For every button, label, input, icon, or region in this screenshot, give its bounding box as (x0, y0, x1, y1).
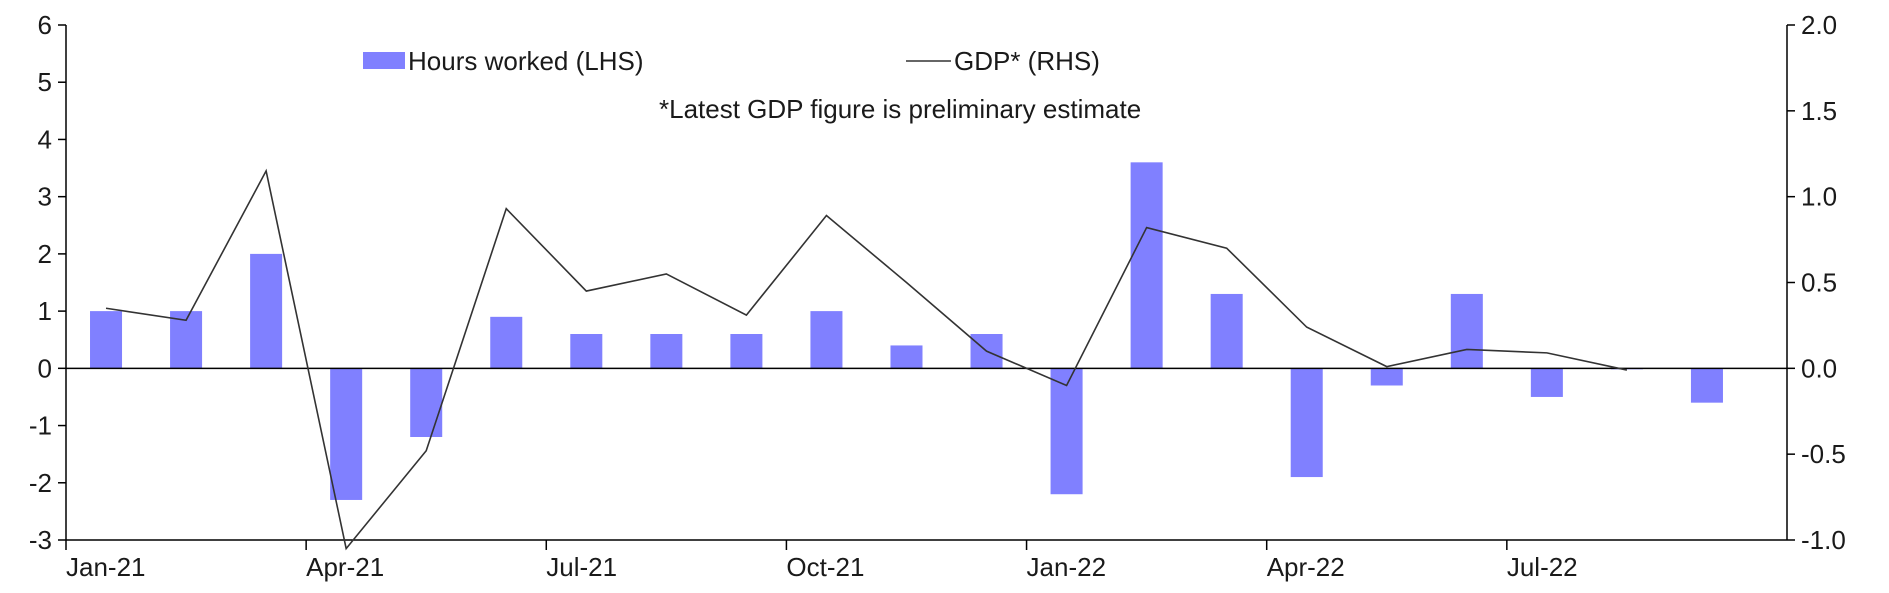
legend: Hours worked (LHS) GDP* (RHS) (363, 46, 1100, 76)
bar-Nov-21 (890, 345, 923, 369)
bar-Jan-21 (90, 311, 123, 369)
left-tick-label: 3 (38, 182, 52, 212)
bar-Jan-22 (1050, 368, 1083, 495)
left-tick-label: -2 (29, 468, 52, 498)
annotation-note: *Latest GDP figure is preliminary estima… (659, 94, 1141, 124)
left-tick-label: 4 (38, 124, 52, 154)
line-series-gdp (105, 168, 1628, 551)
gdp-line (105, 168, 1628, 551)
bar-Apr-22 (1290, 368, 1323, 478)
x-tick-label: Jul-21 (546, 552, 617, 582)
bar-May-22 (1370, 368, 1403, 386)
x-tick-label: Jan-21 (66, 552, 146, 582)
legend-bar-label: Hours worked (LHS) (408, 46, 644, 76)
bar-Jul-22 (1530, 368, 1563, 397)
right-tick-label: 1.5 (1801, 96, 1837, 126)
x-tick-label: Apr-22 (1267, 552, 1345, 582)
left-tick-label: 6 (38, 10, 52, 40)
tick-labels: 6 5 4 3 2 1 0 -1 -2 -3 2.0 1.5 1.0 0.5 0.0 -0.5 -1.0 Jan-… (29, 10, 1846, 582)
bar-Jun-21 (490, 316, 523, 369)
bar-Mar-21 (250, 253, 283, 369)
left-tick-label: 0 (38, 353, 52, 383)
x-tick-label: Oct-21 (786, 552, 864, 582)
bar-Apr-21 (330, 368, 363, 500)
left-tick-label: 1 (38, 296, 52, 326)
legend-bar-swatch (363, 52, 405, 69)
left-tick-label: -3 (29, 525, 52, 555)
x-tick-label: Jul-22 (1507, 552, 1578, 582)
left-tick-label: 5 (38, 67, 52, 97)
right-tick-label: 0.0 (1801, 353, 1837, 383)
right-tick-label: 2.0 (1801, 10, 1837, 40)
bar-Sep-22 (1690, 368, 1723, 403)
bar-Aug-21 (650, 334, 683, 369)
right-tick-label: 0.5 (1801, 268, 1837, 298)
bar-series-hours-worked (90, 162, 1723, 500)
left-tick-label: -1 (29, 411, 52, 441)
bar-Feb-22 (1130, 162, 1163, 369)
bar-May-21 (410, 368, 443, 437)
bar-Jul-21 (570, 334, 603, 369)
bar-Sep-21 (730, 334, 763, 369)
legend-line-label: GDP* (RHS) (954, 46, 1100, 76)
x-tick-label: Apr-21 (306, 552, 384, 582)
right-tick-label: -1.0 (1801, 525, 1846, 555)
bar-Mar-22 (1210, 293, 1243, 369)
left-tick-label: 2 (38, 239, 52, 269)
right-tick-label: -0.5 (1801, 439, 1846, 469)
right-tick-label: 1.0 (1801, 182, 1837, 212)
bar-Jun-22 (1450, 293, 1483, 369)
x-tick-label: Jan-22 (1027, 552, 1107, 582)
bar-Oct-21 (810, 311, 843, 369)
